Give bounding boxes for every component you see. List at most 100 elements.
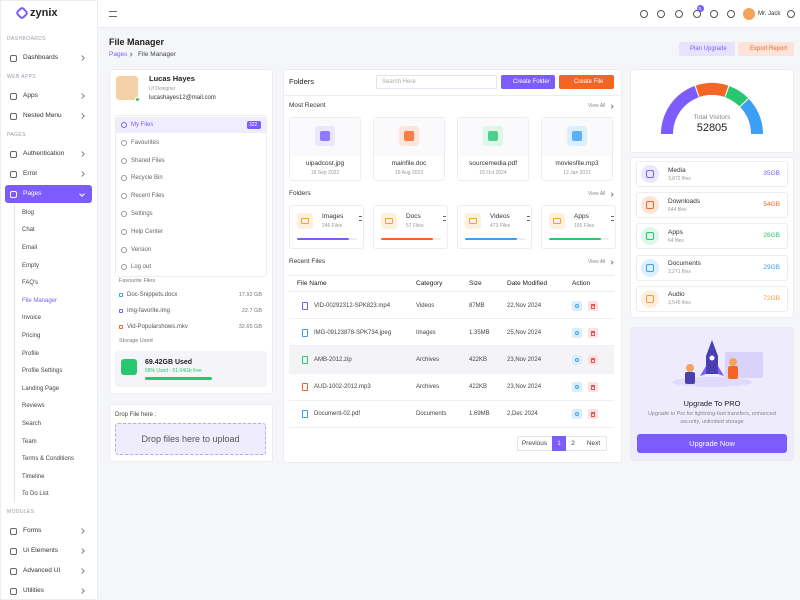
- page-link[interactable]: 1: [557, 439, 561, 447]
- menu-icon: [10, 528, 17, 536]
- folder-card[interactable]: [289, 205, 364, 249]
- folder-card[interactable]: [541, 205, 616, 249]
- page-link[interactable]: Previous: [521, 439, 548, 447]
- sidebar-item[interactable]: Authentication: [23, 150, 65, 157]
- delete-button[interactable]: [588, 300, 598, 311]
- sidebar-item[interactable]: Apps: [23, 92, 38, 99]
- sidebar-item[interactable]: Forms: [23, 527, 42, 535]
- submenu-item[interactable]: Profile Settings: [22, 368, 63, 375]
- breadcrumb[interactable]: Pages: [109, 51, 128, 58]
- submenu-item[interactable]: Team: [22, 438, 37, 445]
- file-menu-item[interactable]: Favourites: [131, 139, 160, 146]
- submenu-item[interactable]: Terms & Conditions: [22, 456, 75, 463]
- favourite-file[interactable]: Img-favorite.img: [127, 308, 171, 314]
- drop-zone[interactable]: [115, 423, 266, 455]
- sidebar-item[interactable]: Dashboards: [23, 54, 59, 61]
- sidebar-item[interactable]: Utilities: [23, 587, 44, 595]
- submenu-item[interactable]: Email: [22, 245, 38, 251]
- header-icon[interactable]: [657, 10, 665, 18]
- recent-file-card[interactable]: [289, 117, 361, 181]
- submenu-item[interactable]: Landing Page: [22, 385, 60, 392]
- button-label[interactable]: Create Folder: [513, 79, 550, 85]
- storage-type-count: 644 files: [668, 206, 687, 213]
- submenu-item[interactable]: FAQ's: [22, 280, 39, 287]
- create-file[interactable]: [559, 75, 614, 89]
- submenu-item[interactable]: Invoice: [22, 315, 42, 322]
- folder-card[interactable]: [457, 205, 532, 249]
- header-icon[interactable]: [727, 10, 735, 18]
- sidebar-item[interactable]: Nested Menu: [23, 112, 62, 119]
- view-button[interactable]: [572, 382, 582, 393]
- file-menu-item[interactable]: Shared Files: [131, 157, 165, 164]
- button-label[interactable]: Create File: [574, 79, 604, 85]
- table-cell: AMB-2012.zip: [314, 357, 352, 363]
- settings-icon[interactable]: [787, 10, 795, 18]
- recent-file-card[interactable]: [541, 117, 613, 181]
- submenu-item[interactable]: Empty: [22, 262, 40, 269]
- page-link[interactable]: 2: [571, 439, 575, 447]
- delete-button[interactable]: [588, 355, 598, 365]
- storage-type-icon: [641, 165, 659, 183]
- avatar[interactable]: [743, 8, 755, 20]
- page-link[interactable]: Next: [586, 439, 601, 447]
- file-menu-item[interactable]: My Files: [131, 122, 154, 128]
- sidebar-item[interactable]: Pages: [23, 190, 42, 197]
- submenu-item[interactable]: Blog: [22, 209, 35, 216]
- sidebar-item[interactable]: Error: [23, 170, 38, 177]
- view-button[interactable]: [572, 409, 582, 420]
- file-menu-item[interactable]: Settings: [131, 211, 153, 217]
- upgrade-title: Upgrade To PRO: [683, 399, 741, 408]
- recent-file-date: 15 Oct 2024: [479, 170, 507, 176]
- view-button[interactable]: [572, 327, 582, 338]
- folder-card[interactable]: [373, 205, 448, 249]
- sidebar-item[interactable]: Ui Elements: [23, 547, 59, 555]
- button-label[interactable]: Upgrade Now: [689, 438, 735, 448]
- submenu-item[interactable]: File Manager: [22, 297, 58, 304]
- recent-file-card[interactable]: [373, 117, 445, 181]
- recent-file-card[interactable]: [457, 117, 529, 181]
- storage-row[interactable]: [636, 223, 788, 250]
- sidebar-item[interactable]: Advanced UI: [23, 567, 61, 575]
- delete-button[interactable]: [588, 327, 598, 338]
- view-button[interactable]: [572, 300, 582, 311]
- search-input[interactable]: [376, 75, 497, 89]
- recent-file-date: 12 Jan 2021: [563, 170, 591, 176]
- plan-upgrade[interactable]: [679, 42, 735, 56]
- button-label[interactable]: Plan Upgrade: [690, 46, 727, 52]
- header-icon[interactable]: [640, 10, 648, 18]
- header-icon[interactable]: [710, 10, 718, 18]
- storage-row[interactable]: [636, 192, 788, 219]
- file-dot: [119, 309, 123, 313]
- view-all[interactable]: View All: [588, 259, 606, 265]
- header-icon[interactable]: [675, 10, 683, 18]
- favourite-file[interactable]: Doc-Snippets.docx: [127, 292, 178, 298]
- view-all[interactable]: View All: [588, 191, 606, 197]
- storage-row[interactable]: [636, 161, 788, 187]
- file-menu-item[interactable]: Log out: [131, 264, 152, 271]
- submenu-item[interactable]: Search: [22, 421, 42, 427]
- export-report[interactable]: [738, 42, 794, 56]
- view-all[interactable]: View All: [588, 103, 606, 109]
- upgrade-button[interactable]: [637, 434, 787, 453]
- storage-row[interactable]: [636, 285, 788, 312]
- file-menu-item[interactable]: Help Center: [131, 228, 164, 235]
- hamburger[interactable]: [109, 11, 117, 17]
- submenu-item[interactable]: Timeline: [22, 473, 45, 480]
- submenu-item[interactable]: Chat: [22, 227, 35, 234]
- storage-row[interactable]: [636, 254, 788, 281]
- section-title: Storage Used: [119, 338, 153, 344]
- file-menu-item[interactable]: Recent Files: [131, 193, 165, 200]
- file-menu-item[interactable]: Recycle Bin: [131, 175, 163, 182]
- create-folder[interactable]: [501, 75, 555, 89]
- storage-bar: [145, 377, 212, 380]
- button-label[interactable]: Export Report: [750, 46, 788, 52]
- submenu-item[interactable]: Profile: [22, 350, 40, 357]
- favourite-file[interactable]: Vid-Popularshows.mkv: [127, 324, 188, 330]
- submenu-item[interactable]: To Do List: [22, 491, 49, 498]
- file-menu-item[interactable]: Version: [131, 246, 152, 253]
- submenu-item[interactable]: Reviews: [22, 403, 45, 410]
- view-button[interactable]: [572, 355, 582, 365]
- delete-button[interactable]: [588, 409, 598, 420]
- submenu-item[interactable]: Pricing: [22, 333, 41, 339]
- delete-button[interactable]: [588, 382, 598, 393]
